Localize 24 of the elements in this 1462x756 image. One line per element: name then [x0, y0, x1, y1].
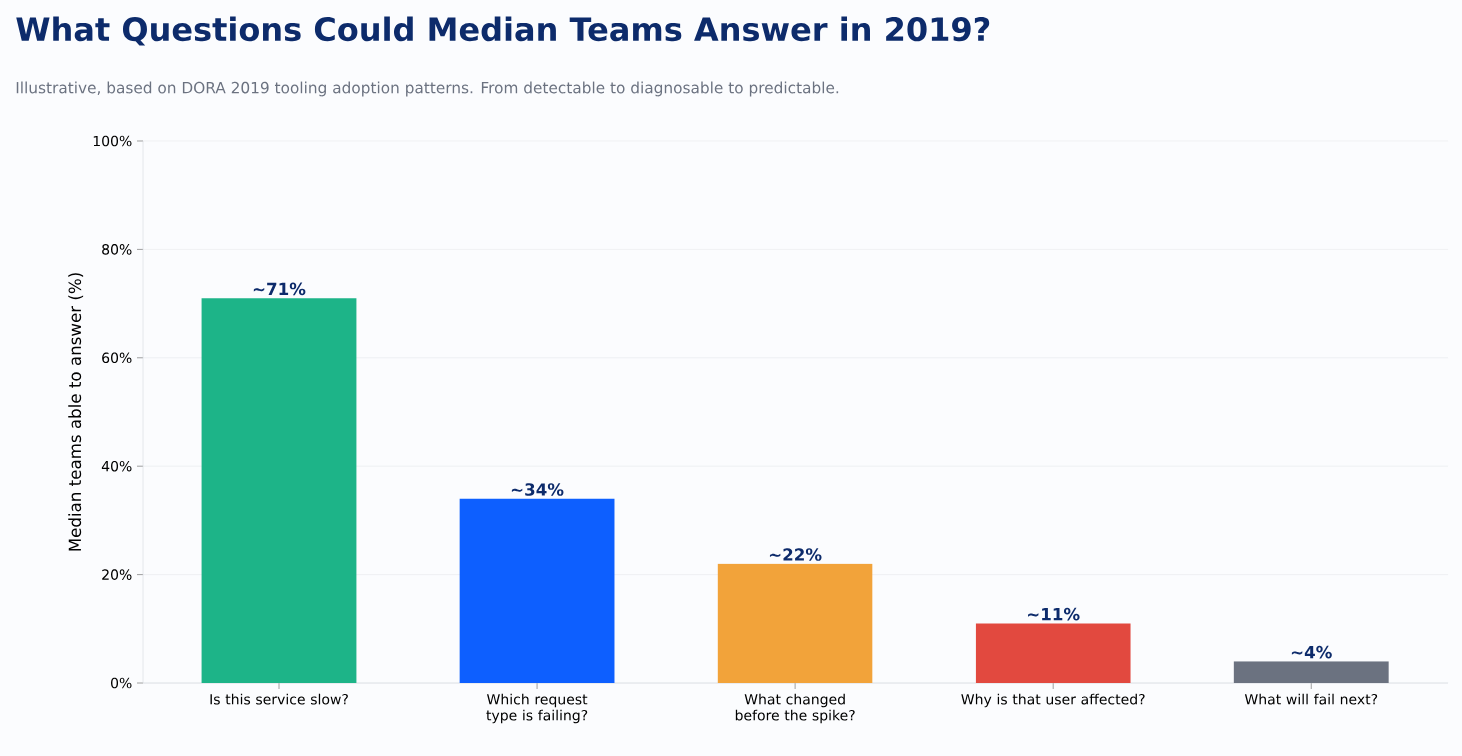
- data-label: ~4%: [1291, 645, 1332, 659]
- bar: [1233, 661, 1389, 683]
- y-tick-label: 60%: [102, 352, 132, 364]
- x-tick-label: What changed before the spike?: [735, 693, 855, 724]
- chart-title: What Questions Could Median Teams Answer in 2019?: [16, 16, 990, 46]
- bar: [975, 623, 1131, 683]
- y-tick-label: 80%: [102, 244, 132, 255]
- bar: [717, 563, 873, 683]
- x-tick-label: Is this service slow?: [210, 693, 348, 705]
- data-label: ~22%: [769, 548, 822, 561]
- y-tick-label: 20%: [102, 569, 132, 580]
- x-tick-label: What will fail next?: [1244, 693, 1378, 705]
- y-tick-label: 100%: [93, 135, 132, 147]
- data-label: ~11%: [1028, 607, 1080, 621]
- y-tick-label: 40%: [101, 460, 132, 472]
- bar: [459, 498, 615, 683]
- data-label: ~71%: [253, 282, 306, 296]
- y-tick-label: 0%: [111, 677, 132, 689]
- y-axis-title: Median teams able to answer (%): [68, 273, 84, 551]
- chart-subtitle: Illustrative, based on DORA 2019 tooling adoption patterns. From detectable to diagnosable to predictable.: [16, 81, 839, 97]
- x-tick-label: Why is that user affected?: [961, 693, 1145, 708]
- x-tick-label: Which request type is failing?: [486, 693, 588, 724]
- data-label: ~34%: [511, 483, 564, 496]
- bar: [201, 298, 357, 683]
